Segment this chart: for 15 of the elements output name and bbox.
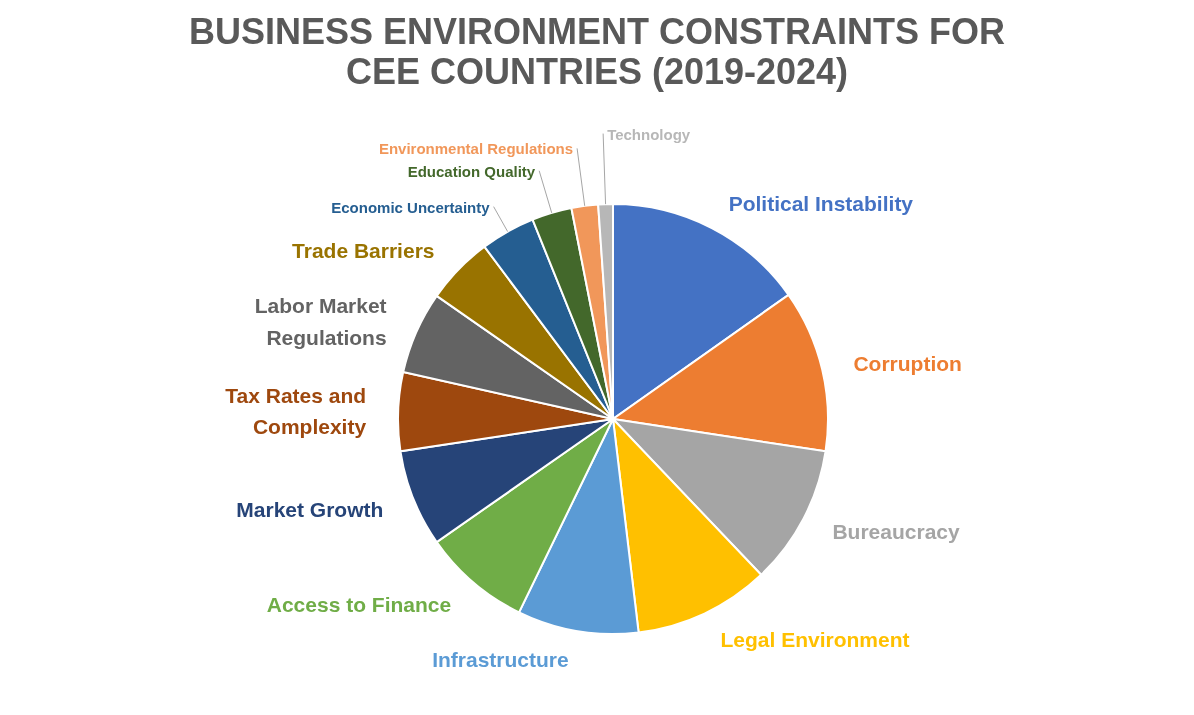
chart-title: BUSINESS ENVIRONMENT CONSTRAINTS FOR CEE COUNTRIES (2019-2024) [187, 10, 1006, 92]
slice-label: Bureaucracy [832, 519, 961, 543]
slice-label: Market Growth [236, 497, 384, 521]
slice-label: Access to Finance [266, 592, 452, 616]
slice-label: Political Instability [728, 191, 914, 215]
slice-label: Tax Rates and Complexity [225, 383, 367, 438]
slice-label: Trade Barriers [292, 238, 435, 262]
slice-label: Corruption [853, 351, 962, 375]
slice-label: Environmental Regulations [378, 139, 574, 157]
slice-label: Legal Environment [720, 627, 910, 651]
slice-label: Economic Uncertainty [331, 198, 491, 216]
slice-label: Labor Market Regulations [254, 293, 387, 349]
slice-label: Technology [607, 125, 691, 143]
slice-label: Education Quality [407, 162, 536, 180]
slice-label: Infrastructure [432, 647, 569, 671]
